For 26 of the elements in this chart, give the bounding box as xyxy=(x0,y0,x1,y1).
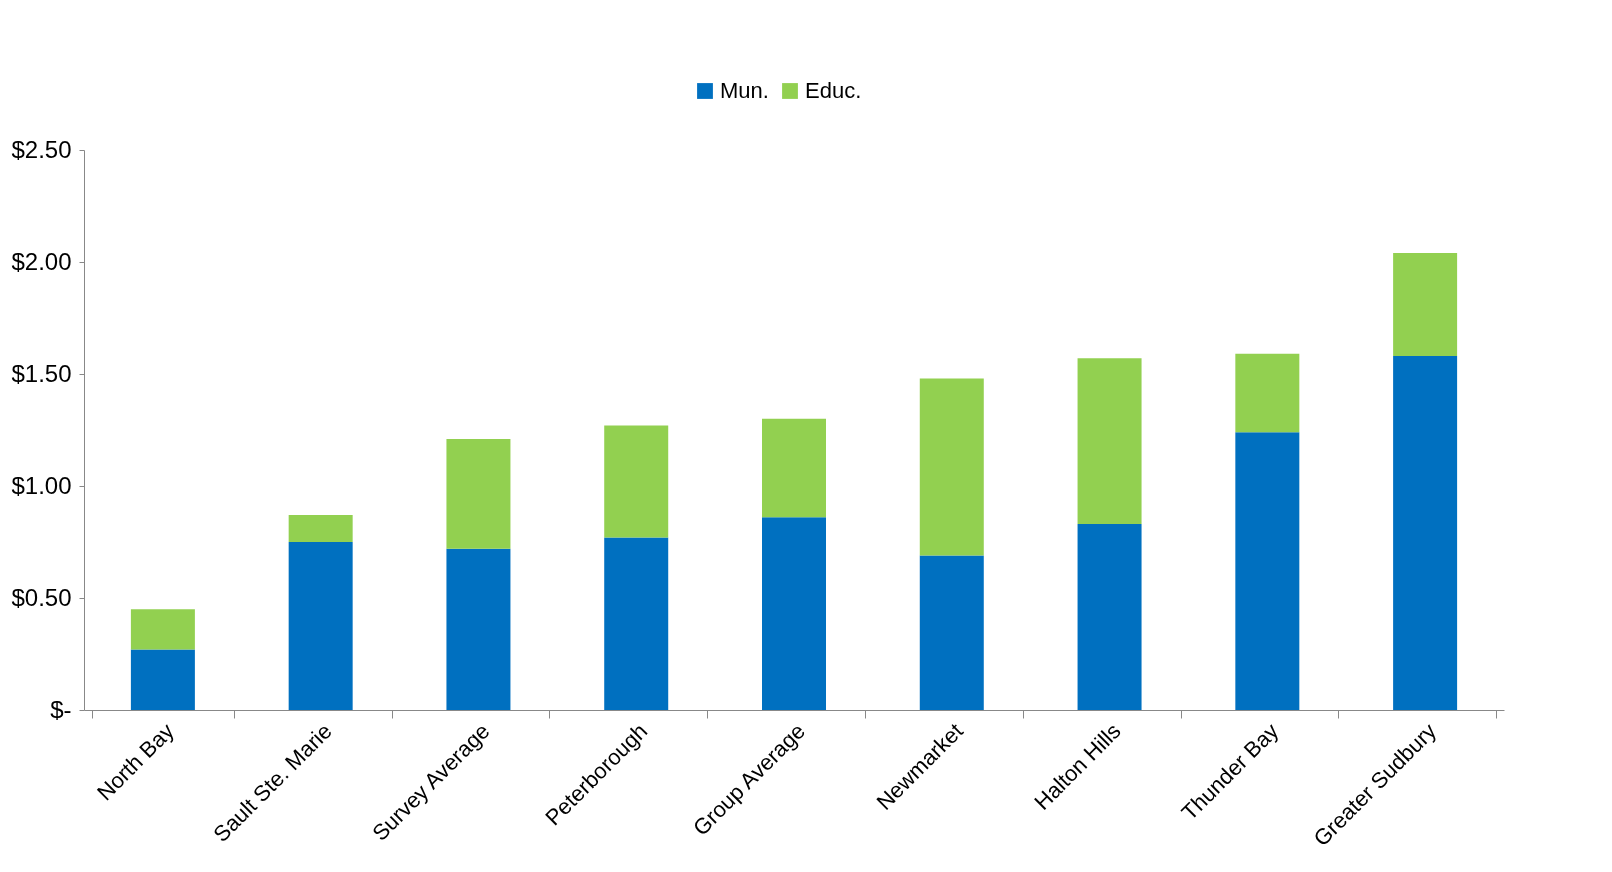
bar xyxy=(919,555,984,710)
bar xyxy=(762,517,826,710)
bar xyxy=(762,418,826,518)
y-tick-label: $1.00 xyxy=(11,471,72,499)
bar xyxy=(919,378,984,556)
bar xyxy=(130,649,195,710)
legend-label: Educ. xyxy=(805,78,862,103)
bar xyxy=(446,548,511,710)
bar xyxy=(446,438,511,549)
bar xyxy=(1077,524,1142,710)
bar xyxy=(288,542,353,710)
bar xyxy=(604,537,669,710)
y-tick-label: $1.50 xyxy=(11,359,72,387)
bar xyxy=(1235,353,1300,433)
bar xyxy=(604,425,669,538)
y-tick-label: $0.50 xyxy=(11,583,72,611)
bar xyxy=(1077,358,1142,525)
bar xyxy=(288,515,353,542)
y-tick-label: $2.50 xyxy=(11,135,72,163)
bar xyxy=(1235,432,1300,710)
bar xyxy=(130,609,195,650)
y-tick-label: $2.00 xyxy=(11,247,72,275)
bar xyxy=(1393,356,1458,710)
bar xyxy=(1393,253,1458,357)
y-tick-label: $- xyxy=(50,695,72,723)
legend-label: Mun. xyxy=(720,78,769,103)
